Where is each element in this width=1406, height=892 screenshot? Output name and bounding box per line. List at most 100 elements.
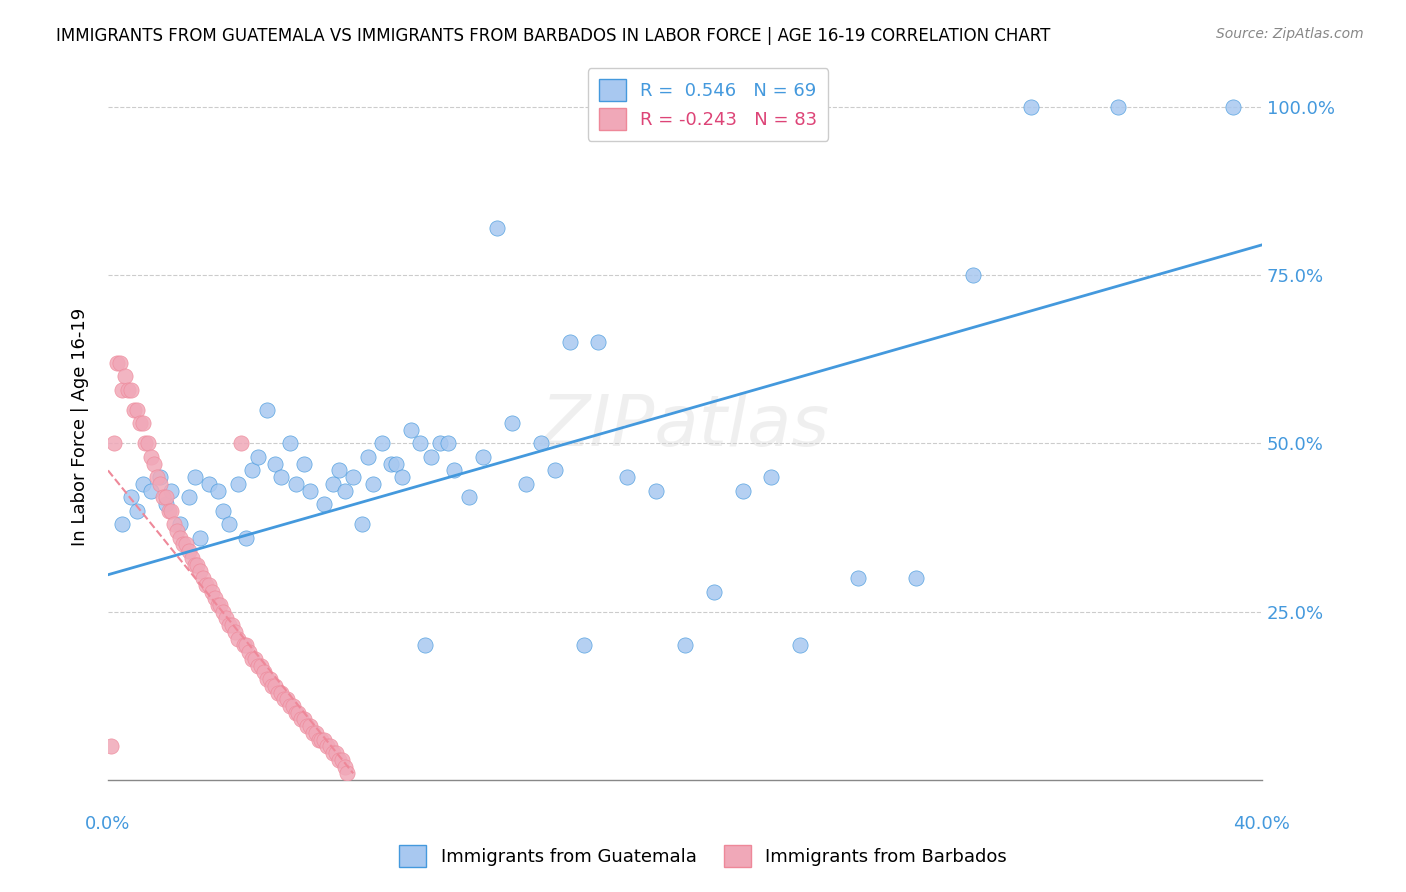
Point [128, 417, 150, 431]
Point [250, 658, 273, 673]
Legend: R =  0.546   N = 69, R = -0.243   N = 83: R = 0.546 N = 69, R = -0.243 N = 83 [588, 68, 828, 141]
Point [273, 692, 295, 706]
Point [169, 531, 191, 545]
Point [111, 517, 134, 532]
Point [218, 517, 240, 532]
Point [120, 491, 142, 505]
Point [278, 436, 301, 450]
Point [149, 470, 172, 484]
Point [281, 698, 304, 713]
Point [385, 457, 408, 471]
Point [155, 497, 177, 511]
Point [141, 450, 163, 464]
Point [235, 639, 257, 653]
Point [226, 476, 249, 491]
Point [193, 571, 215, 585]
Point [515, 476, 537, 491]
Point [342, 470, 364, 484]
Point [195, 578, 218, 592]
Point [572, 639, 595, 653]
Point [125, 504, 148, 518]
Point [322, 476, 344, 491]
Point [172, 537, 194, 551]
Text: 0.0%: 0.0% [86, 815, 131, 833]
Point [215, 611, 238, 625]
Point [232, 639, 254, 653]
Point [486, 221, 509, 235]
Point [264, 457, 287, 471]
Point [276, 692, 298, 706]
Point [157, 504, 180, 518]
Point [962, 268, 984, 282]
Point [316, 739, 339, 754]
Point [731, 483, 754, 498]
Point [246, 450, 269, 464]
Point [284, 476, 307, 491]
Point [399, 423, 422, 437]
Point [243, 652, 266, 666]
Point [201, 584, 224, 599]
Point [270, 685, 292, 699]
Point [105, 356, 128, 370]
Point [391, 470, 413, 484]
Point [235, 531, 257, 545]
Point [264, 679, 287, 693]
Point [240, 652, 263, 666]
Point [761, 470, 783, 484]
Point [174, 537, 197, 551]
Point [141, 483, 163, 498]
Point [295, 719, 318, 733]
Point [305, 726, 328, 740]
Point [163, 517, 186, 532]
Point [703, 584, 725, 599]
Point [221, 618, 243, 632]
Point [544, 463, 567, 477]
Point [325, 746, 347, 760]
Point [224, 624, 246, 639]
Point [371, 436, 394, 450]
Point [160, 504, 183, 518]
Point [166, 524, 188, 538]
Point [122, 402, 145, 417]
Point [904, 571, 927, 585]
Point [259, 672, 281, 686]
Point [212, 504, 235, 518]
Point [238, 645, 260, 659]
Point [333, 759, 356, 773]
Point [314, 732, 336, 747]
Point [290, 713, 312, 727]
Point [501, 417, 523, 431]
Point [443, 463, 465, 477]
Point [287, 706, 309, 720]
Point [314, 497, 336, 511]
Point [183, 558, 205, 572]
Point [160, 483, 183, 498]
Point [413, 639, 436, 653]
Point [253, 665, 276, 680]
Point [131, 417, 153, 431]
Point [186, 558, 208, 572]
Point [169, 517, 191, 532]
Point [131, 476, 153, 491]
Point [356, 450, 378, 464]
Point [262, 679, 284, 693]
Point [298, 483, 321, 498]
Point [226, 632, 249, 646]
Text: Source: ZipAtlas.com: Source: ZipAtlas.com [1216, 27, 1364, 41]
Point [204, 591, 226, 606]
Point [117, 383, 139, 397]
Point [120, 383, 142, 397]
Point [298, 719, 321, 733]
Point [146, 470, 169, 484]
Point [229, 436, 252, 450]
Point [198, 476, 221, 491]
Point [207, 598, 229, 612]
Point [111, 383, 134, 397]
Point [437, 436, 460, 450]
Point [188, 531, 211, 545]
Point [380, 457, 402, 471]
Point [363, 476, 385, 491]
Point [256, 402, 278, 417]
Point [177, 544, 200, 558]
Point [149, 476, 172, 491]
